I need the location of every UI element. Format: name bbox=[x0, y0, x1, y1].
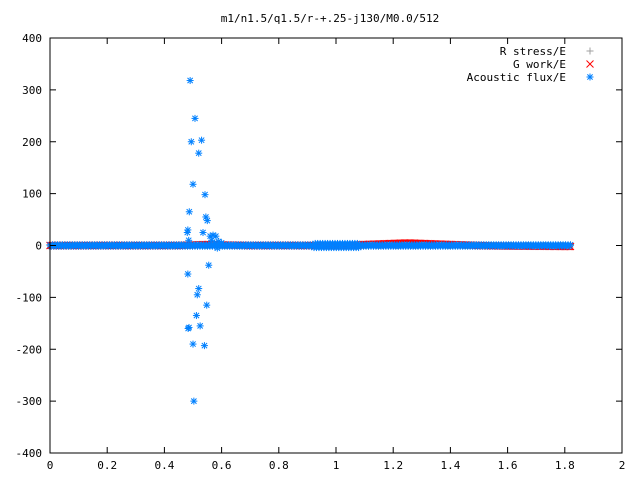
acoustic-flux-point bbox=[212, 232, 220, 240]
acoustic-flux-point bbox=[191, 114, 199, 122]
y-tick-label: -300 bbox=[16, 395, 43, 408]
y-tick-label: 300 bbox=[22, 84, 42, 97]
acoustic-flux-point bbox=[218, 239, 226, 247]
y-tick-label: 200 bbox=[22, 136, 42, 149]
acoustic-flux-point bbox=[199, 229, 207, 237]
acoustic-flux-point bbox=[205, 261, 213, 269]
x-tick-label: 0 bbox=[47, 459, 54, 472]
legend-marker bbox=[586, 60, 594, 68]
x-tick-label: 0.8 bbox=[269, 459, 289, 472]
acoustic-flux-point bbox=[195, 149, 203, 157]
chart-title: m1/n1.5/q1.5/r-+.25-j130/M0.0/512 bbox=[221, 12, 440, 25]
x-tick-label: 0.2 bbox=[97, 459, 117, 472]
acoustic-flux-point bbox=[185, 236, 193, 244]
acoustic-flux-point bbox=[187, 138, 195, 146]
acoustic-flux-point bbox=[190, 397, 198, 405]
acoustic-flux-point bbox=[189, 180, 197, 188]
y-tick-label: -200 bbox=[16, 343, 43, 356]
y-tick-label: 0 bbox=[35, 240, 42, 253]
x-tick-label: 1.6 bbox=[498, 459, 518, 472]
x-tick-label: 1 bbox=[333, 459, 340, 472]
y-tick-label: 100 bbox=[22, 188, 42, 201]
legend-marker bbox=[586, 47, 594, 55]
acoustic-flux-point bbox=[203, 217, 211, 225]
y-tick-label: -100 bbox=[16, 291, 43, 304]
acoustic-flux-point bbox=[185, 323, 193, 331]
y-tick-label: 400 bbox=[22, 32, 42, 45]
acoustic-flux-point bbox=[200, 342, 208, 350]
acoustic-flux-point bbox=[213, 244, 221, 252]
acoustic-flux-point bbox=[184, 270, 192, 278]
acoustic-flux-point bbox=[203, 301, 211, 309]
acoustic-flux-point bbox=[184, 226, 192, 234]
acoustic-flux-point bbox=[185, 208, 193, 216]
acoustic-flux-point bbox=[198, 136, 206, 144]
acoustic-flux-point bbox=[193, 291, 201, 299]
legend-label: Acoustic flux/E bbox=[467, 71, 566, 84]
y-tick-label: -400 bbox=[16, 447, 43, 460]
x-tick-label: 1.8 bbox=[555, 459, 575, 472]
x-tick-label: 1.2 bbox=[383, 459, 403, 472]
acoustic-flux-point bbox=[186, 77, 194, 85]
acoustic-flux-point bbox=[189, 340, 197, 348]
legend-marker bbox=[586, 73, 594, 81]
acoustic-flux-point bbox=[196, 322, 204, 330]
acoustic-flux-point bbox=[192, 312, 200, 320]
acoustic-flux-point bbox=[567, 241, 575, 249]
acoustic-flux-point bbox=[195, 285, 203, 293]
x-tick-label: 1.4 bbox=[440, 459, 460, 472]
legend-label: R stress/E bbox=[500, 45, 566, 58]
x-tick-label: 0.6 bbox=[212, 459, 232, 472]
series-acoustic-flux bbox=[46, 77, 575, 405]
x-tick-label: 0.4 bbox=[154, 459, 174, 472]
x-tick-label: 2 bbox=[619, 459, 626, 472]
legend-label: G work/E bbox=[513, 58, 566, 71]
axis-layer: 0 0.2 0.4 0.6 0.8 1 1.2 1.4 1.6 1.8 2 400 300 200 100 0… bbox=[16, 32, 626, 472]
data-series-layer bbox=[46, 77, 575, 405]
acoustic-flux-point bbox=[201, 191, 209, 199]
